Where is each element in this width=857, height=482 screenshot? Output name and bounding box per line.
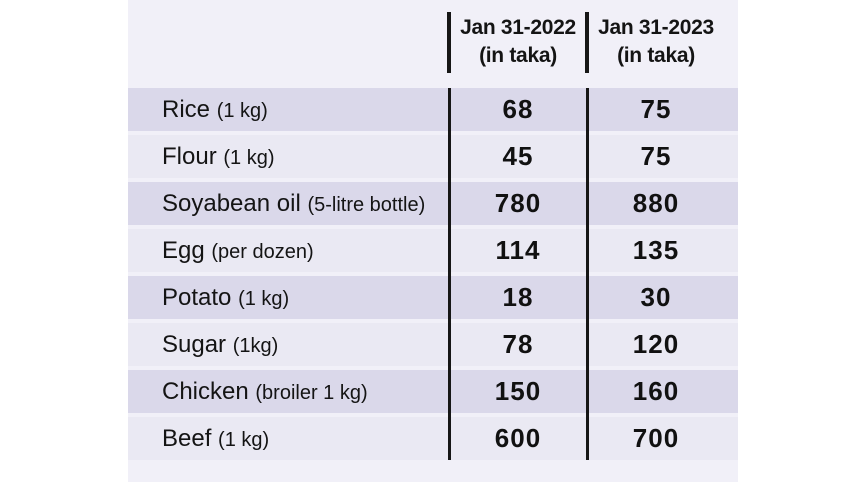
price-2023: 30: [640, 282, 672, 312]
header-divider-bar-left: [447, 12, 451, 73]
header-divider-bar-right: [585, 12, 589, 73]
table-row: Potato (1 kg) 18 30: [128, 276, 738, 319]
price-2022: 78: [502, 329, 534, 359]
item-name: Flour: [162, 143, 217, 170]
column-header-2023: Jan 31-2023 (in taka): [589, 14, 723, 70]
table-row: Rice (1 kg) 68 75: [128, 88, 738, 131]
table-row: Chicken (broiler 1 kg) 150 160: [128, 370, 738, 413]
item-name: Potato: [162, 284, 232, 311]
price-2022: 68: [502, 94, 534, 124]
column-divider-right: [586, 88, 589, 460]
table-row: Beef (1 kg) 600 700: [128, 417, 738, 460]
price-2023: 160: [632, 376, 680, 406]
price-2022: 150: [494, 376, 542, 406]
column-divider-left: [448, 88, 451, 460]
item-unit-note: (broiler 1 kg): [255, 382, 368, 404]
item-name: Egg: [162, 237, 205, 264]
table-row: Egg (per dozen) 114 135: [128, 229, 738, 272]
item-unit-note: (1 kg): [238, 288, 290, 310]
price-2022: 780: [494, 188, 542, 218]
price-2023: 880: [632, 188, 680, 218]
item-unit-note: (per dozen): [211, 241, 314, 263]
table-row: Soyabean oil (5-litre bottle) 780 880: [128, 182, 738, 225]
column-header-2022-unit: (in taka): [479, 44, 557, 67]
price-2023: 700: [632, 423, 680, 453]
column-header-2023-unit: (in taka): [617, 44, 695, 67]
price-2023: 75: [640, 94, 672, 124]
table-row: Sugar (1kg) 78 120: [128, 323, 738, 366]
item-unit-note: (5-litre bottle): [307, 194, 426, 216]
price-2022: 18: [502, 282, 534, 312]
item-name: Rice: [162, 96, 211, 123]
item-unit-note: (1 kg): [218, 429, 270, 451]
item-name: Soyabean oil: [162, 190, 301, 217]
item-name: Chicken: [162, 378, 249, 405]
price-2022: 600: [494, 423, 542, 453]
column-header-2023-date: Jan 31-2023: [598, 16, 714, 39]
price-2023: 135: [632, 235, 680, 265]
item-unit-note: (1kg): [232, 335, 279, 357]
item-unit-note: (1 kg): [216, 100, 268, 122]
table-row: Flour (1 kg) 45 75: [128, 135, 738, 178]
item-unit-note: (1 kg): [223, 147, 275, 169]
price-2023: 75: [640, 141, 672, 171]
price-2023: 120: [632, 329, 680, 359]
item-name: Sugar: [162, 331, 227, 358]
column-header-2022: Jan 31-2022 (in taka): [451, 14, 585, 70]
price-2022: 114: [495, 235, 541, 265]
table-panel: Jan 31-2022 (in taka) Jan 31-2023 (in ta…: [128, 0, 738, 482]
price-2022: 45: [502, 141, 534, 171]
item-name: Beef: [162, 425, 212, 452]
column-header-2022-date: Jan 31-2022: [460, 16, 576, 39]
